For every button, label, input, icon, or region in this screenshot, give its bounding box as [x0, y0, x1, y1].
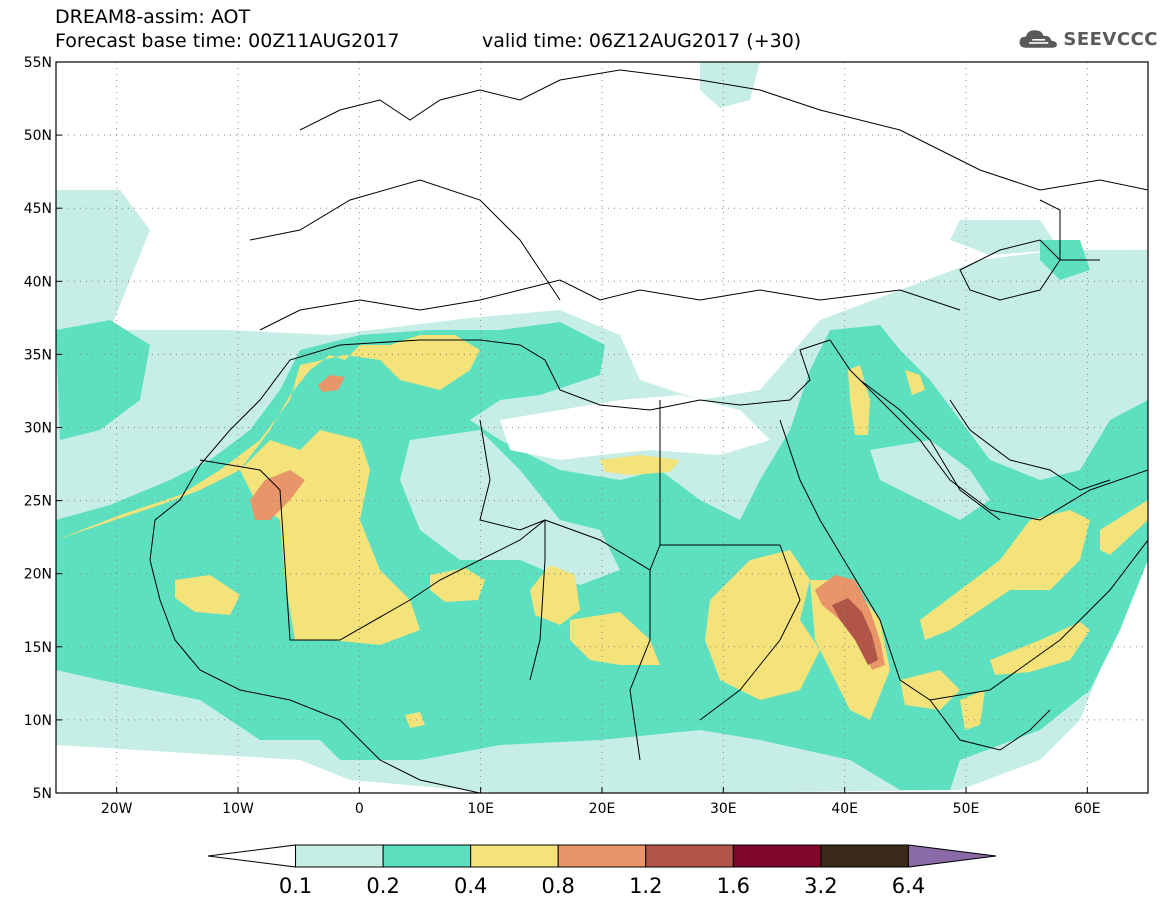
lon-tick-label: 20W	[101, 801, 133, 817]
colorbar-swatch	[557, 844, 647, 868]
colorbar-label: 6.4	[892, 874, 925, 898]
lat-tick-label: 45N	[24, 201, 52, 217]
map-title-model: DREAM8-assim: AOT	[55, 6, 251, 28]
colorbar-swatch	[207, 844, 297, 868]
colorbar-swatch	[820, 844, 909, 868]
lon-tick-label: 60E	[1074, 801, 1101, 817]
colorbar-swatch	[907, 844, 997, 868]
axis-ticks: 55N 50N 45N 40N 35N 30N 25N 20N 15N 10N 5N 20W 10W 0 1…	[24, 55, 1101, 817]
colorbar-label: 1.2	[629, 874, 662, 898]
colorbar-label: 1.6	[717, 874, 750, 898]
lat-tick-label: 30N	[24, 421, 52, 437]
graticule	[56, 62, 1148, 793]
lat-tick-label: 40N	[24, 274, 52, 290]
colorbar-swatch	[295, 844, 384, 868]
colorbar-label: 3.2	[804, 874, 837, 898]
map-title-valid-time: valid time: 06Z12AUG2017 (+30)	[482, 30, 802, 52]
lat-tick-label: 5N	[33, 786, 52, 802]
lon-tick-label: 50E	[953, 801, 980, 817]
lat-tick-label: 55N	[24, 55, 52, 71]
colorbar-label: 0.1	[279, 874, 312, 898]
aot-field	[56, 62, 1148, 793]
colorbar-label: 0.2	[366, 874, 399, 898]
map-title-base-time: Forecast base time: 00Z11AUG2017	[55, 30, 400, 52]
lat-tick-label: 10N	[24, 713, 52, 729]
colorbar-swatch	[645, 844, 734, 868]
lat-tick-label: 15N	[24, 640, 52, 656]
lat-tick-label: 25N	[24, 494, 52, 510]
colorbar-swatch	[732, 844, 822, 868]
cloud-icon	[1019, 30, 1057, 48]
coastlines	[149, 69, 1148, 793]
lat-tick-label: 35N	[24, 347, 52, 363]
colorbar-label: 0.8	[542, 874, 575, 898]
seevccc-logo: SEEVCCC	[1018, 22, 1158, 56]
colorbar-swatch	[470, 844, 559, 868]
lon-tick-label: 40E	[831, 801, 858, 817]
lat-tick-label: 50N	[24, 128, 52, 144]
colorbar: 0.1 0.2 0.4 0.8 1.2 1.6 3.2 6.4	[207, 844, 997, 898]
lon-tick-label: 20E	[589, 801, 616, 817]
lat-tick-label: 20N	[24, 567, 52, 583]
lon-tick-label: 30E	[710, 801, 737, 817]
lon-tick-label: 10E	[467, 801, 494, 817]
lon-tick-label: 10W	[222, 801, 254, 817]
lon-tick-label: 0	[355, 801, 364, 817]
colorbar-label: 0.4	[454, 874, 487, 898]
colorbar-swatch	[382, 844, 472, 868]
logo-text: SEEVCCC	[1063, 28, 1158, 50]
